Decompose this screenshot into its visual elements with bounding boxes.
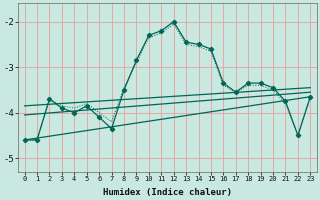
X-axis label: Humidex (Indice chaleur): Humidex (Indice chaleur) [103, 188, 232, 197]
